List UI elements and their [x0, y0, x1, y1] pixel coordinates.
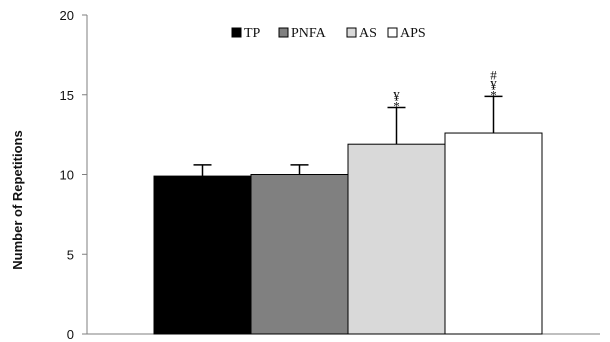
legend-swatch-pnfa: [278, 27, 289, 38]
y-tick-label: 20: [60, 8, 74, 23]
legend: TP PNFA AS APS: [231, 26, 426, 41]
annotation-symbol: #: [490, 67, 497, 82]
bars: [153, 132, 543, 335]
annotation-symbol: ¥: [393, 89, 400, 104]
significance-annotations: ¥*#¥*: [393, 67, 497, 113]
y-tick-label: 5: [67, 247, 74, 262]
bar-as: [347, 143, 446, 335]
bar-pnfa: [250, 174, 349, 335]
legend-swatch-as: [346, 27, 357, 38]
y-axis-label: Number of Repetitions: [10, 130, 25, 269]
legend-label-tp: TP: [244, 26, 261, 41]
y-tick-label: 10: [60, 168, 74, 183]
error-bars: [193, 95, 503, 177]
legend-label-as: AS: [359, 26, 377, 41]
y-ticks: 0 5 10 15 20: [60, 8, 87, 342]
y-tick-label: 0: [67, 327, 74, 342]
annotation-symbol: ¥: [490, 77, 497, 92]
y-tick-label: 15: [60, 88, 74, 103]
bar-aps: [444, 132, 543, 335]
legend-label-pnfa: PNFA: [291, 26, 327, 41]
legend-swatch-tp: [231, 27, 242, 38]
legend-label-aps: APS: [400, 26, 426, 41]
annotation-symbol: *: [393, 99, 400, 114]
legend-swatch-aps: [387, 27, 398, 38]
bar-tp: [153, 175, 252, 335]
annotation-symbol: *: [490, 87, 497, 102]
